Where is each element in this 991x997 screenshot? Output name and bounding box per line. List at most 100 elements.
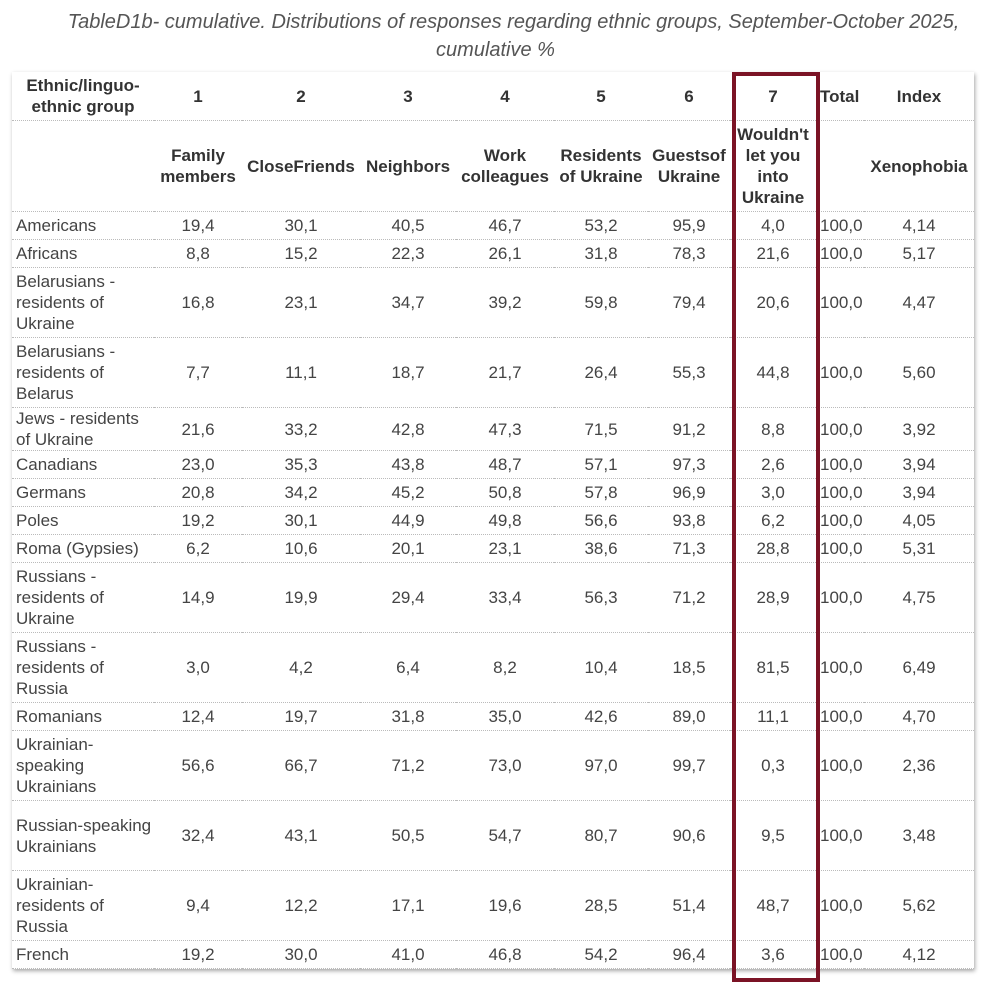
cell-col-4: 33,4 <box>456 562 554 633</box>
cell-col-2: 11,1 <box>242 337 360 408</box>
cell-col-7: 0,3 <box>730 730 816 801</box>
row-group-name: Canadians <box>12 450 154 479</box>
cell-col-2: 4,2 <box>242 632 360 703</box>
cell-col-7: 44,8 <box>730 337 816 408</box>
header-label-empty <box>12 120 154 212</box>
cell-col-4: 73,0 <box>456 730 554 801</box>
cell-col-3: 43,8 <box>360 450 456 479</box>
cell-col-6: 89,0 <box>648 702 730 731</box>
header-label-3: Neighbors <box>360 120 456 212</box>
row-group-name: Romanians <box>12 702 154 731</box>
cell-total: 100,0 <box>816 337 864 408</box>
table-row: Ukrainian-residents of Russia 9,4 12,2 17,1… <box>12 870 974 941</box>
cell-col-1: 19,4 <box>154 211 242 240</box>
cell-col-5: 54,2 <box>554 940 648 969</box>
cell-index: 3,48 <box>864 800 974 871</box>
cell-col-4: 26,1 <box>456 239 554 268</box>
cell-index: 3,94 <box>864 478 974 507</box>
cell-col-6: 90,6 <box>648 800 730 871</box>
header-group: Ethnic/linguo-ethnic group <box>12 72 154 121</box>
header-row-labels: Family members CloseFriends Neighbors Wo… <box>12 120 974 212</box>
cell-total: 100,0 <box>816 478 864 507</box>
cell-col-5: 57,1 <box>554 450 648 479</box>
cell-col-5: 31,8 <box>554 239 648 268</box>
row-group-name: Jews - residents of Ukraine <box>12 407 154 451</box>
cell-col-5: 28,5 <box>554 870 648 941</box>
cell-col-1: 19,2 <box>154 940 242 969</box>
cell-col-5: 26,4 <box>554 337 648 408</box>
table-row: Americans 19,4 30,1 40,5 46,7 53,2 95,9 4,0 100,… <box>12 211 974 240</box>
header-index: Index <box>864 72 974 121</box>
cell-col-2: 19,9 <box>242 562 360 633</box>
cell-index: 4,70 <box>864 702 974 731</box>
header-label-6: Guestsof Ukraine <box>648 120 730 212</box>
table-row: Africans 8,8 15,2 22,3 26,1 31,8 78,3 21,6 100,0… <box>12 239 974 268</box>
header-col-5: 5 <box>554 72 648 121</box>
row-group-name: Russians - residents of Russia <box>12 632 154 703</box>
cell-col-6: 51,4 <box>648 870 730 941</box>
cell-col-6: 97,3 <box>648 450 730 479</box>
table-body: Americans 19,4 30,1 40,5 46,7 53,2 95,9 4,0 100,… <box>12 211 974 969</box>
table-row: Russians - residents of Russia 3,0 4,2 6,4 8… <box>12 632 974 703</box>
cell-col-1: 23,0 <box>154 450 242 479</box>
table-row: French 19,2 30,0 41,0 46,8 54,2 96,4 3,6 100,0 4,… <box>12 940 974 969</box>
cell-col-7: 81,5 <box>730 632 816 703</box>
row-group-name: Roma (Gypsies) <box>12 534 154 563</box>
cell-col-3: 34,7 <box>360 267 456 338</box>
cell-total: 100,0 <box>816 940 864 969</box>
cell-col-4: 19,6 <box>456 870 554 941</box>
row-group-name: Ukrainian-residents of Russia <box>12 870 154 941</box>
cell-index: 3,94 <box>864 450 974 479</box>
cell-col-2: 33,2 <box>242 407 360 451</box>
cell-col-4: 50,8 <box>456 478 554 507</box>
cell-col-3: 20,1 <box>360 534 456 563</box>
cell-col-6: 79,4 <box>648 267 730 338</box>
table-row: Roma (Gypsies) 6,2 10,6 20,1 23,1 38,6 71,3 28,… <box>12 534 974 563</box>
cell-total: 100,0 <box>816 239 864 268</box>
table-row: Belarusians - residents of Ukraine 16,8 23… <box>12 267 974 338</box>
cell-index: 4,75 <box>864 562 974 633</box>
cell-total: 100,0 <box>816 562 864 633</box>
table-row: Canadians 23,0 35,3 43,8 48,7 57,1 97,3 2,6 100,… <box>12 450 974 479</box>
header-col-4: 4 <box>456 72 554 121</box>
cell-total: 100,0 <box>816 702 864 731</box>
cell-col-5: 80,7 <box>554 800 648 871</box>
cell-total: 100,0 <box>816 407 864 451</box>
header-label-total-empty <box>816 120 864 212</box>
cell-col-6: 18,5 <box>648 632 730 703</box>
cell-col-4: 46,8 <box>456 940 554 969</box>
cell-col-1: 16,8 <box>154 267 242 338</box>
cell-index: 5,60 <box>864 337 974 408</box>
table-row: Romanians 12,4 19,7 31,8 35,0 42,6 89,0 11,1 100… <box>12 702 974 731</box>
cell-col-1: 9,4 <box>154 870 242 941</box>
cell-col-6: 95,9 <box>648 211 730 240</box>
cell-col-1: 56,6 <box>154 730 242 801</box>
table-row: Germans 20,8 34,2 45,2 50,8 57,8 96,9 3,0 100,0 3… <box>12 478 974 507</box>
cell-col-2: 15,2 <box>242 239 360 268</box>
header-label-1: Family members <box>154 120 242 212</box>
row-group-name: Africans <box>12 239 154 268</box>
cell-col-3: 31,8 <box>360 702 456 731</box>
cell-col-3: 50,5 <box>360 800 456 871</box>
header-total: Total <box>816 72 864 121</box>
cell-col-2: 35,3 <box>242 450 360 479</box>
cell-col-1: 7,7 <box>154 337 242 408</box>
table-row: Poles 19,2 30,1 44,9 49,8 56,6 93,8 6,2 100,0 4,0… <box>12 506 974 535</box>
cell-col-6: 71,2 <box>648 562 730 633</box>
header-label-5: Residents of Ukraine <box>554 120 648 212</box>
cell-col-5: 71,5 <box>554 407 648 451</box>
cell-col-4: 46,7 <box>456 211 554 240</box>
cell-col-6: 78,3 <box>648 239 730 268</box>
cell-col-1: 20,8 <box>154 478 242 507</box>
cell-col-1: 8,8 <box>154 239 242 268</box>
cell-col-6: 91,2 <box>648 407 730 451</box>
cell-total: 100,0 <box>816 506 864 535</box>
table-title-line-1: TableD1b- cumulative. Distributions of r… <box>67 11 960 33</box>
cell-col-7: 28,8 <box>730 534 816 563</box>
table-row: Belarusians - residents of Belarus 7,7 11,… <box>12 337 974 408</box>
cell-col-3: 42,8 <box>360 407 456 451</box>
cell-col-4: 8,2 <box>456 632 554 703</box>
cell-col-4: 47,3 <box>456 407 554 451</box>
cell-col-5: 97,0 <box>554 730 648 801</box>
row-group-name: Poles <box>12 506 154 535</box>
